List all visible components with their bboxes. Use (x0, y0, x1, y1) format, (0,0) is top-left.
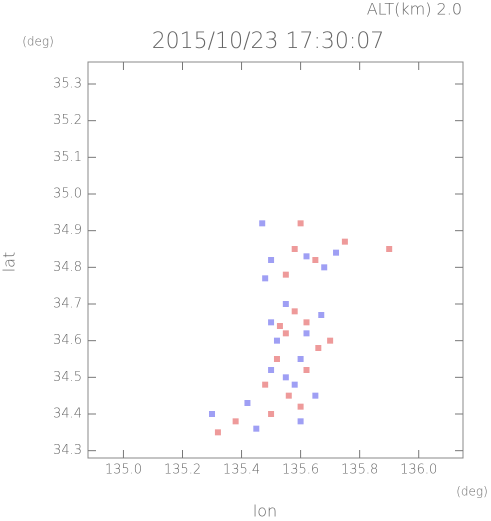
y-tick-label: 34.7 (53, 297, 82, 312)
y-axis-label: lat (0, 252, 19, 273)
echo-cell (303, 319, 310, 326)
echo-cell (333, 249, 340, 256)
x-tick-label: 135.4 (223, 463, 260, 478)
echo-cell (291, 381, 298, 388)
x-axis-label: lon (253, 502, 277, 521)
echo-cell (386, 246, 393, 252)
echo-cell (262, 381, 269, 388)
y-tick-label: 34.8 (53, 260, 82, 275)
echo-cell (291, 246, 298, 252)
echo-cell (303, 367, 310, 373)
echo-cell (214, 429, 221, 436)
echo-cell (282, 301, 289, 307)
echo-cell (282, 271, 289, 278)
echo-cell (268, 257, 275, 263)
echo-cell (259, 220, 266, 227)
y-unit: (deg) (22, 35, 54, 49)
echo-cell (318, 312, 325, 318)
x-unit: (deg) (456, 485, 488, 499)
echo-cell (297, 403, 304, 410)
echo-cell (297, 418, 304, 425)
y-tick-label: 34.5 (53, 370, 82, 385)
y-tick-label: 35.3 (53, 77, 82, 92)
echo-cell (291, 308, 298, 315)
echo-cell (285, 392, 292, 399)
echo-cell (303, 253, 310, 260)
echo-cell (312, 257, 319, 263)
echo-cell (282, 374, 289, 381)
x-tick-label: 136.0 (400, 463, 437, 478)
echo-cell (315, 345, 322, 351)
plot-frame (87, 61, 464, 459)
x-tick-label: 135.8 (341, 463, 378, 478)
echo-cell (327, 337, 334, 344)
echo-cell (232, 418, 239, 425)
echo-cell (303, 330, 310, 337)
echo-cell (282, 330, 289, 337)
x-tick-label: 135.0 (105, 463, 142, 478)
echo-cell (276, 323, 283, 329)
echo-cell (268, 411, 275, 417)
subtitle: ALT(km) 2.0 (367, 0, 462, 19)
y-tick-label: 34.4 (53, 407, 82, 422)
y-tick-label: 35.2 (53, 113, 82, 128)
echo-cell (312, 392, 319, 399)
x-tick-label: 135.2 (164, 463, 201, 478)
echo-cell (209, 411, 216, 417)
y-tick-label: 34.3 (53, 443, 82, 458)
echo-cell (268, 367, 275, 373)
echo-cell (321, 264, 328, 271)
echo-cell (297, 356, 304, 362)
chart-title: 2015/10/23 17:30:07 (152, 29, 385, 54)
echo-cell (341, 238, 348, 245)
echo-cell (273, 337, 280, 344)
echo-cell (297, 220, 304, 227)
echo-cell (268, 319, 275, 326)
echo-cell (262, 275, 269, 282)
y-tick-label: 34.9 (53, 223, 82, 238)
y-tick-label: 35.0 (53, 187, 82, 202)
y-tick-label: 35.1 (53, 150, 82, 165)
y-tick-label: 34.6 (53, 333, 82, 348)
x-tick-label: 135.6 (282, 463, 319, 478)
echo-cell (253, 425, 260, 432)
echo-cell (273, 356, 280, 362)
echo-cell (244, 400, 251, 406)
